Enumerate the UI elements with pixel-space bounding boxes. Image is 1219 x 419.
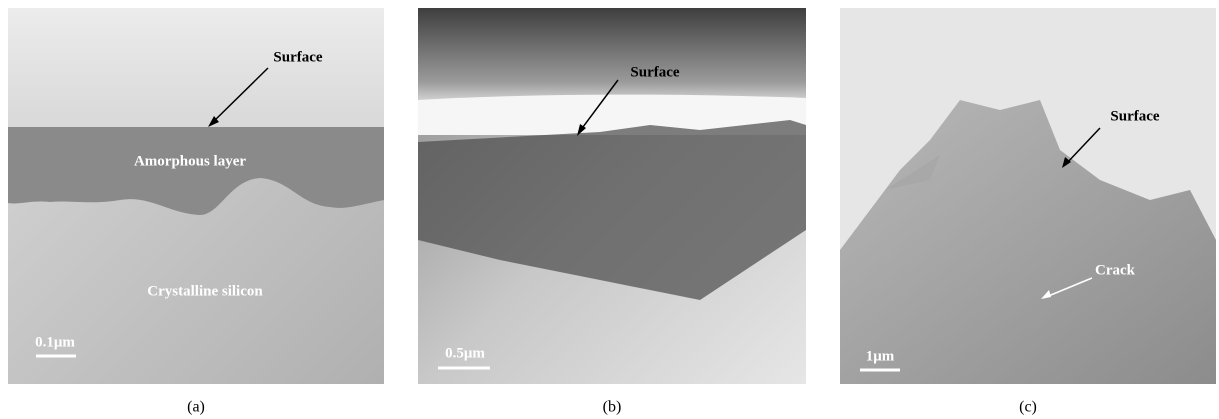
scale-bar-label: 1μm — [866, 348, 895, 364]
scale-bar-label: 0.5μm — [445, 345, 485, 361]
vacuum — [8, 8, 384, 128]
vacuum — [418, 8, 806, 100]
caption: (b) — [603, 399, 622, 416]
annotation: Crystalline silicon — [147, 283, 263, 299]
annotation: Surface — [1110, 108, 1159, 124]
caption: (a) — [187, 399, 205, 416]
scale-bar-label: 0.1μm — [35, 334, 75, 350]
panel-b: Surface 0.5μm (b) — [418, 8, 806, 416]
figure: Surface Amorphous layer Crystalline sili… — [0, 0, 1219, 419]
caption: (c) — [1019, 399, 1037, 416]
panel-a: Surface Amorphous layer Crystalline sili… — [8, 8, 384, 416]
annotation: Surface — [273, 49, 322, 65]
annotation: Crack — [1095, 262, 1136, 278]
panel-c: Surface Crack 1μm (c) — [840, 8, 1216, 416]
annotation: Amorphous layer — [134, 153, 246, 169]
annotation: Surface — [630, 64, 679, 80]
